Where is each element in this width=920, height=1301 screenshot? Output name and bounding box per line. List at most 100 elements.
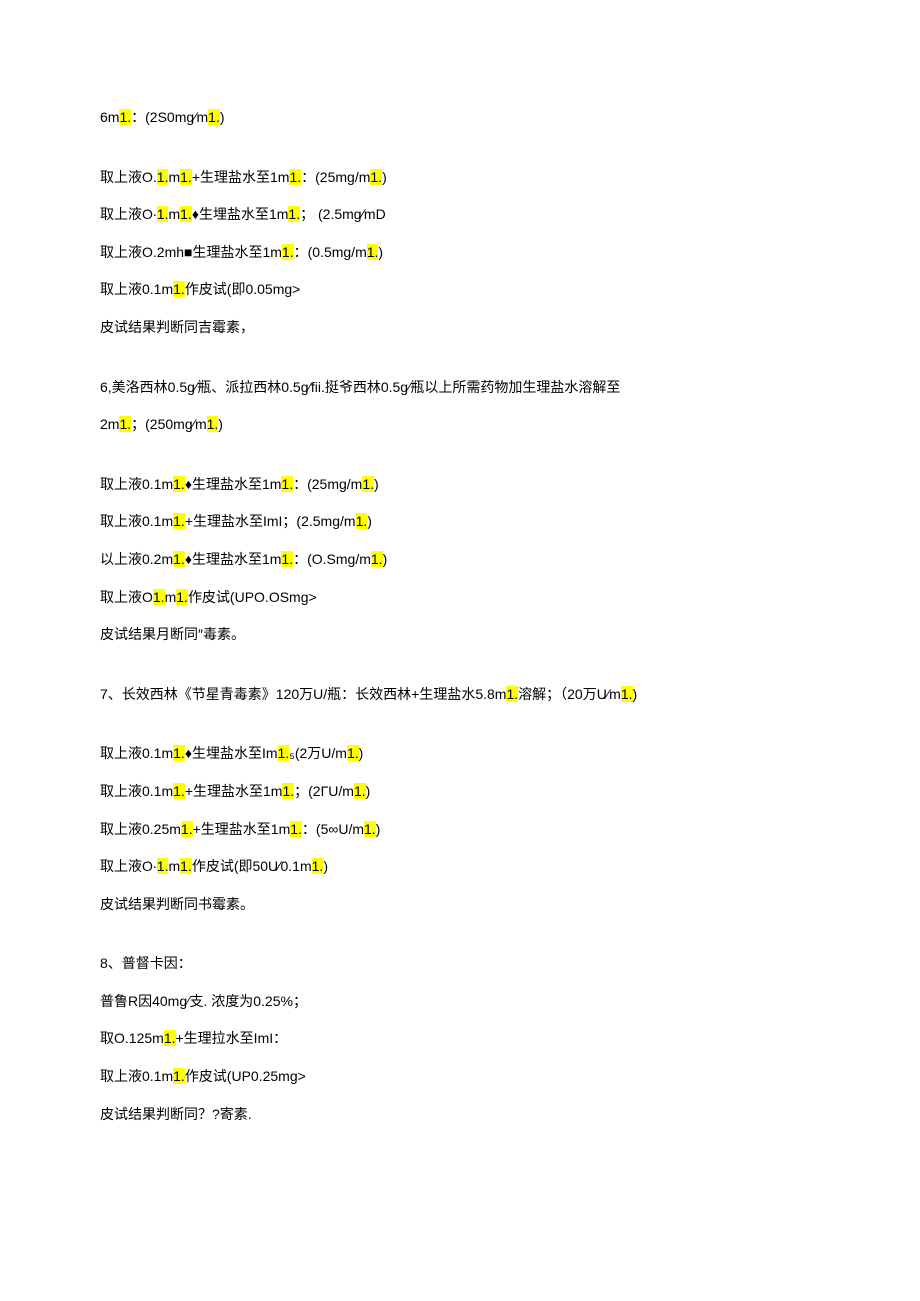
highlighted-text: 1. — [288, 206, 300, 222]
highlighted-text: 1. — [173, 1068, 185, 1084]
highlighted-text: 1. — [119, 416, 131, 432]
highlighted-text: 1. — [354, 783, 366, 799]
text-segment: m — [165, 589, 177, 605]
text-segment: 取上液O∙ — [100, 206, 157, 222]
text-segment: 8、普督卡因： — [100, 955, 192, 971]
text-segment: ) — [367, 513, 372, 529]
paragraph: 6m1.：(2S0mg∕m1.) — [100, 108, 820, 128]
text-segment: 作皮试(UPO.OSmg> — [188, 589, 317, 605]
paragraph: 7、长效西林《节星青毒素》120万U/瓶：长效西林+生理盐水5.8m1.溶解；（… — [100, 685, 820, 705]
highlighted-text: 1. — [506, 686, 518, 702]
text-segment: ♦生埋盐水至1m — [192, 206, 289, 222]
highlighted-text: 1. — [282, 244, 294, 260]
text-segment: 取上液0.1m — [100, 513, 173, 529]
text-segment: ) — [323, 858, 328, 874]
text-segment: m — [168, 169, 180, 185]
highlighted-text: 1. — [208, 109, 220, 125]
text-segment: ) — [220, 109, 225, 125]
highlighted-text: 1. — [370, 169, 382, 185]
text-line: 取上液O1.m1.作皮试(UPO.OSmg> — [100, 588, 820, 608]
text-line: 取上液O.2mh■生理盐水至1m1.：(0.5mg/m1.) — [100, 243, 820, 263]
highlighted-text: 1. — [173, 476, 185, 492]
text-line: 2m1.；(250mg∕m1.) — [100, 415, 820, 435]
text-segment: 取上液O — [100, 589, 153, 605]
text-segment: 皮试结果判断同书霉素。 — [100, 896, 254, 912]
text-segment: 溶解；（20万U∕m — [518, 686, 621, 702]
text-segment: ：(O.Smg/m — [293, 551, 371, 567]
text-segment: ) — [366, 783, 371, 799]
text-segment: 皮试结果判断同吉霉素， — [100, 319, 254, 335]
text-segment: 取上液O. — [100, 169, 157, 185]
text-segment: 7、长效西林《节星青毒素》120万U/瓶：长效西林+生理盐水5.8m — [100, 686, 506, 702]
text-segment: m — [168, 206, 180, 222]
text-segment: +生理拉水至ImI： — [176, 1030, 288, 1046]
highlighted-text: 1. — [621, 686, 633, 702]
highlighted-text: 1. — [157, 169, 169, 185]
text-segment: ) — [382, 169, 387, 185]
highlighted-text: 1. — [282, 783, 294, 799]
highlighted-text: 1. — [119, 109, 131, 125]
highlighted-text: 1. — [173, 783, 185, 799]
text-line: 取上液0.1m1.+生理盐水至1m1.；(2ΓU/m1.) — [100, 782, 820, 802]
highlighted-text: 1. — [356, 513, 368, 529]
text-line: 取O.125m1.+生理拉水至ImI： — [100, 1029, 820, 1049]
highlighted-text: 1. — [364, 821, 376, 837]
text-segment: ) — [218, 416, 223, 432]
text-segment: 以上液0.2m — [100, 551, 173, 567]
text-segment: ♦生埋盐水至Im — [185, 745, 278, 761]
text-segment: 取上液0.1m — [100, 281, 173, 297]
text-segment: +生理盐水至1m — [185, 783, 283, 799]
text-line: 皮试结果判断同吉霉素， — [100, 318, 820, 338]
text-segment: 取上液0.1m — [100, 745, 173, 761]
text-segment: ； (2.5mg∕mD — [300, 206, 386, 222]
document-page: 6m1.：(2S0mg∕m1.)取上液O.1.m1.+生理盐水至1m1.：(25… — [0, 0, 920, 1301]
highlighted-text: 1. — [290, 821, 302, 837]
text-segment: ♦生理盐水至1m — [185, 476, 282, 492]
text-line: 取上液O∙1.m1.♦生埋盐水至1m1.； (2.5mg∕mD — [100, 205, 820, 225]
text-segment: 皮试结果判断同？?寄素. — [100, 1106, 252, 1122]
text-segment: ♦生理盐水至1m — [185, 551, 282, 567]
highlighted-text: 1. — [180, 206, 192, 222]
highlighted-text: 1. — [347, 745, 359, 761]
text-segment: ) — [359, 745, 364, 761]
text-segment: 取上液0.1m — [100, 783, 173, 799]
text-line: 普鲁R因40mg∕支. 浓度为0.25%； — [100, 992, 820, 1012]
text-segment: ) — [378, 244, 383, 260]
text-line: 取上液O.1.m1.+生理盐水至1m1.：(25mg/m1.) — [100, 168, 820, 188]
text-segment: 皮试结果月断同″毒素。 — [100, 626, 245, 642]
text-segment: ：(25mg/m — [293, 476, 362, 492]
text-segment: ：(5∞U/m — [302, 821, 364, 837]
text-segment: 取上液O∙ — [100, 858, 157, 874]
text-line: 皮试结果判断同？?寄素. — [100, 1105, 820, 1125]
highlighted-text: 1. — [207, 416, 219, 432]
highlighted-text: 1. — [181, 821, 193, 837]
text-segment: ₅(2万U/m — [289, 745, 347, 761]
text-line: 取上液0.1m1.♦生理盐水至1m1.：(25mg/m1.) — [100, 475, 820, 495]
text-line: 皮试结果判断同书霉素。 — [100, 895, 820, 915]
text-segment: 取上液0.25m — [100, 821, 181, 837]
highlighted-text: 1. — [157, 206, 169, 222]
text-segment: ) — [383, 551, 388, 567]
text-line: 6m1.：(2S0mg∕m1.) — [100, 108, 820, 128]
text-segment: 作皮试(即50U∕0.1m — [192, 858, 312, 874]
paragraph: 取上液O.1.m1.+生理盐水至1m1.：(25mg/m1.)取上液O∙1.m1… — [100, 168, 820, 338]
highlighted-text: 1. — [173, 513, 185, 529]
highlighted-text: 1. — [312, 858, 324, 874]
text-line: 取上液0.1m1.作皮试(即0.05mg> — [100, 280, 820, 300]
highlighted-text: 1. — [362, 476, 374, 492]
highlighted-text: 1. — [173, 745, 185, 761]
text-segment: ) — [376, 821, 381, 837]
text-line: 取上液0.1m1.+生理盐水至ImI；(2.5mg/m1.) — [100, 512, 820, 532]
text-segment: m — [168, 858, 180, 874]
text-segment: 取上液0.1m — [100, 476, 173, 492]
text-segment: +生理盐水至1m — [193, 821, 291, 837]
text-segment: ：(25mg/m — [301, 169, 370, 185]
text-line: 取上液0.25m1.+生理盐水至1m1.：(5∞U/m1.) — [100, 820, 820, 840]
text-segment: ) — [633, 686, 638, 702]
highlighted-text: 1. — [281, 476, 293, 492]
highlighted-text: 1. — [367, 244, 379, 260]
highlighted-text: 1. — [153, 589, 165, 605]
text-line: 7、长效西林《节星青毒素》120万U/瓶：长效西林+生理盐水5.8m1.溶解；（… — [100, 685, 820, 705]
text-segment: 作皮试(UP0.25mg> — [185, 1068, 306, 1084]
text-line: 8、普督卡因： — [100, 954, 820, 974]
